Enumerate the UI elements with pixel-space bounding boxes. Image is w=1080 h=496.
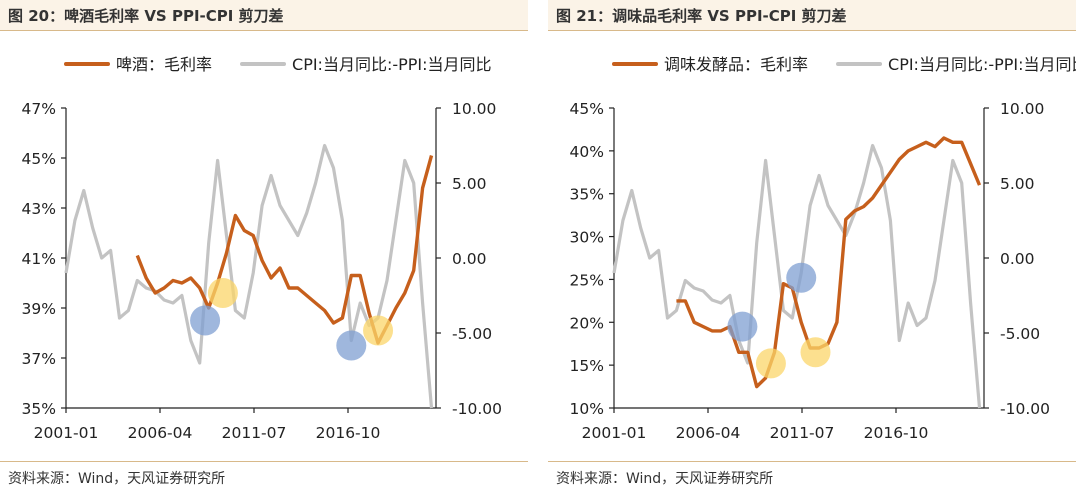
x-tick-label: 2006-04 bbox=[128, 424, 193, 442]
left-tick-label: 25% bbox=[570, 271, 604, 289]
highlight-markers bbox=[190, 278, 394, 361]
beer-margin-vs-spread-chart: 啤酒：毛利率 CPI:当月同比:-PPI:当月同比 35% 37% 39% 41% 43% 4… bbox=[22, 55, 502, 442]
right-tick-label: -5.00 bbox=[452, 325, 492, 343]
series-line-0 bbox=[135, 155, 434, 345]
chart-caption: 图 20：啤酒毛利率 VS PPI-CPI 剪刀差 bbox=[8, 7, 284, 25]
legend-label-1: CPI:当月同比:-PPI:当月同比 bbox=[888, 55, 1076, 74]
highlight-marker-1 bbox=[755, 348, 786, 379]
right-tick-labels: -10.00 -5.00 0.00 5.00 10.00 bbox=[436, 100, 502, 418]
left-tick-label: 37% bbox=[22, 350, 56, 368]
left-tick-label: 20% bbox=[570, 314, 604, 332]
left-tick-label: 15% bbox=[570, 357, 604, 375]
right-tick-labels: -10.00 -5.00 0.00 5.00 10.00 bbox=[984, 100, 1050, 418]
chart-caption: 图 21：调味品毛利率 VS PPI-CPI 剪刀差 bbox=[556, 7, 847, 25]
left-tick-label: 30% bbox=[570, 229, 604, 247]
right-tick-label: 10.00 bbox=[452, 100, 496, 118]
right-tick-label: 5.00 bbox=[452, 175, 487, 193]
left-tick-label: 35% bbox=[570, 186, 604, 204]
x-tick-label: 2016-10 bbox=[316, 424, 381, 442]
left-tick-labels: 10% 15% 20% 25% 30% 35% 40% 45% bbox=[570, 100, 614, 418]
legend-label-0: 啤酒：毛利率 bbox=[116, 55, 212, 74]
left-tick-label: 41% bbox=[22, 250, 56, 268]
seasoning-margin-vs-spread-chart: 调味发酵品：毛利率 CPI:当月同比:-PPI:当月同比 10% 15% 20% 25% 3… bbox=[570, 55, 1076, 442]
chart-caption-bar: 图 20：啤酒毛利率 VS PPI-CPI 剪刀差 bbox=[0, 0, 528, 31]
x-tick-label: 2011-07 bbox=[770, 424, 835, 442]
x-tick-labels: 2001-01 2006-04 2011-07 2016-10 bbox=[582, 408, 929, 442]
highlight-marker-2 bbox=[786, 262, 817, 293]
x-tick-label: 2016-10 bbox=[864, 424, 929, 442]
x-tick-labels: 2001-01 2006-04 2011-07 2016-10 bbox=[34, 408, 381, 442]
right-tick-label: -5.00 bbox=[1000, 325, 1040, 343]
left-tick-labels: 35% 37% 39% 41% 43% 45% 47% bbox=[22, 100, 66, 418]
highlight-marker-3 bbox=[363, 315, 394, 346]
chart-panel-beer: 图 20：啤酒毛利率 VS PPI-CPI 剪刀差 啤酒：毛利率 CPI:当月同比… bbox=[0, 0, 528, 496]
left-tick-label: 10% bbox=[570, 400, 604, 418]
axes bbox=[613, 108, 985, 409]
legend-label-1: CPI:当月同比:-PPI:当月同比 bbox=[292, 55, 492, 74]
right-tick-label: 5.00 bbox=[1000, 175, 1035, 193]
left-tick-label: 43% bbox=[22, 200, 56, 218]
legend: 啤酒：毛利率 CPI:当月同比:-PPI:当月同比 bbox=[64, 55, 492, 74]
source-divider bbox=[548, 461, 1076, 462]
highlight-markers bbox=[727, 262, 831, 379]
source-divider bbox=[0, 461, 528, 462]
x-tick-label: 2011-07 bbox=[222, 424, 287, 442]
highlight-marker-3 bbox=[800, 337, 831, 368]
legend: 调味发酵品：毛利率 CPI:当月同比:-PPI:当月同比 bbox=[612, 55, 1076, 74]
highlight-marker-1 bbox=[207, 278, 238, 308]
chart-panel-seasoning: 图 21：调味品毛利率 VS PPI-CPI 剪刀差 调味发酵品：毛利率 CPI:… bbox=[548, 0, 1076, 496]
right-tick-label: 10.00 bbox=[1000, 100, 1044, 118]
right-tick-label: -10.00 bbox=[452, 400, 502, 418]
highlight-marker-2 bbox=[336, 330, 367, 361]
highlight-marker-0 bbox=[190, 305, 221, 336]
x-tick-label: 2006-04 bbox=[676, 424, 741, 442]
right-tick-label: -10.00 bbox=[1000, 400, 1050, 418]
series-line-1 bbox=[612, 143, 982, 409]
left-tick-label: 47% bbox=[22, 100, 56, 118]
highlight-marker-0 bbox=[727, 311, 758, 342]
axes bbox=[65, 108, 437, 409]
x-tick-label: 2001-01 bbox=[582, 424, 647, 442]
source-note: 资料来源：Wind，天风证券研究所 bbox=[8, 471, 226, 487]
legend-label-0: 调味发酵品：毛利率 bbox=[664, 55, 808, 74]
left-tick-label: 35% bbox=[22, 400, 56, 418]
left-tick-label: 40% bbox=[570, 143, 604, 161]
left-tick-label: 45% bbox=[22, 150, 56, 168]
x-tick-label: 2001-01 bbox=[34, 424, 99, 442]
left-tick-label: 39% bbox=[22, 300, 56, 318]
source-note: 资料来源：Wind，天风证券研究所 bbox=[556, 471, 774, 487]
right-tick-label: 0.00 bbox=[452, 250, 487, 268]
left-tick-label: 45% bbox=[570, 100, 604, 118]
series-line-1 bbox=[64, 143, 434, 409]
chart-caption-bar: 图 21：调味品毛利率 VS PPI-CPI 剪刀差 bbox=[548, 0, 1076, 31]
series-line-0 bbox=[676, 136, 982, 389]
right-tick-label: 0.00 bbox=[1000, 250, 1035, 268]
